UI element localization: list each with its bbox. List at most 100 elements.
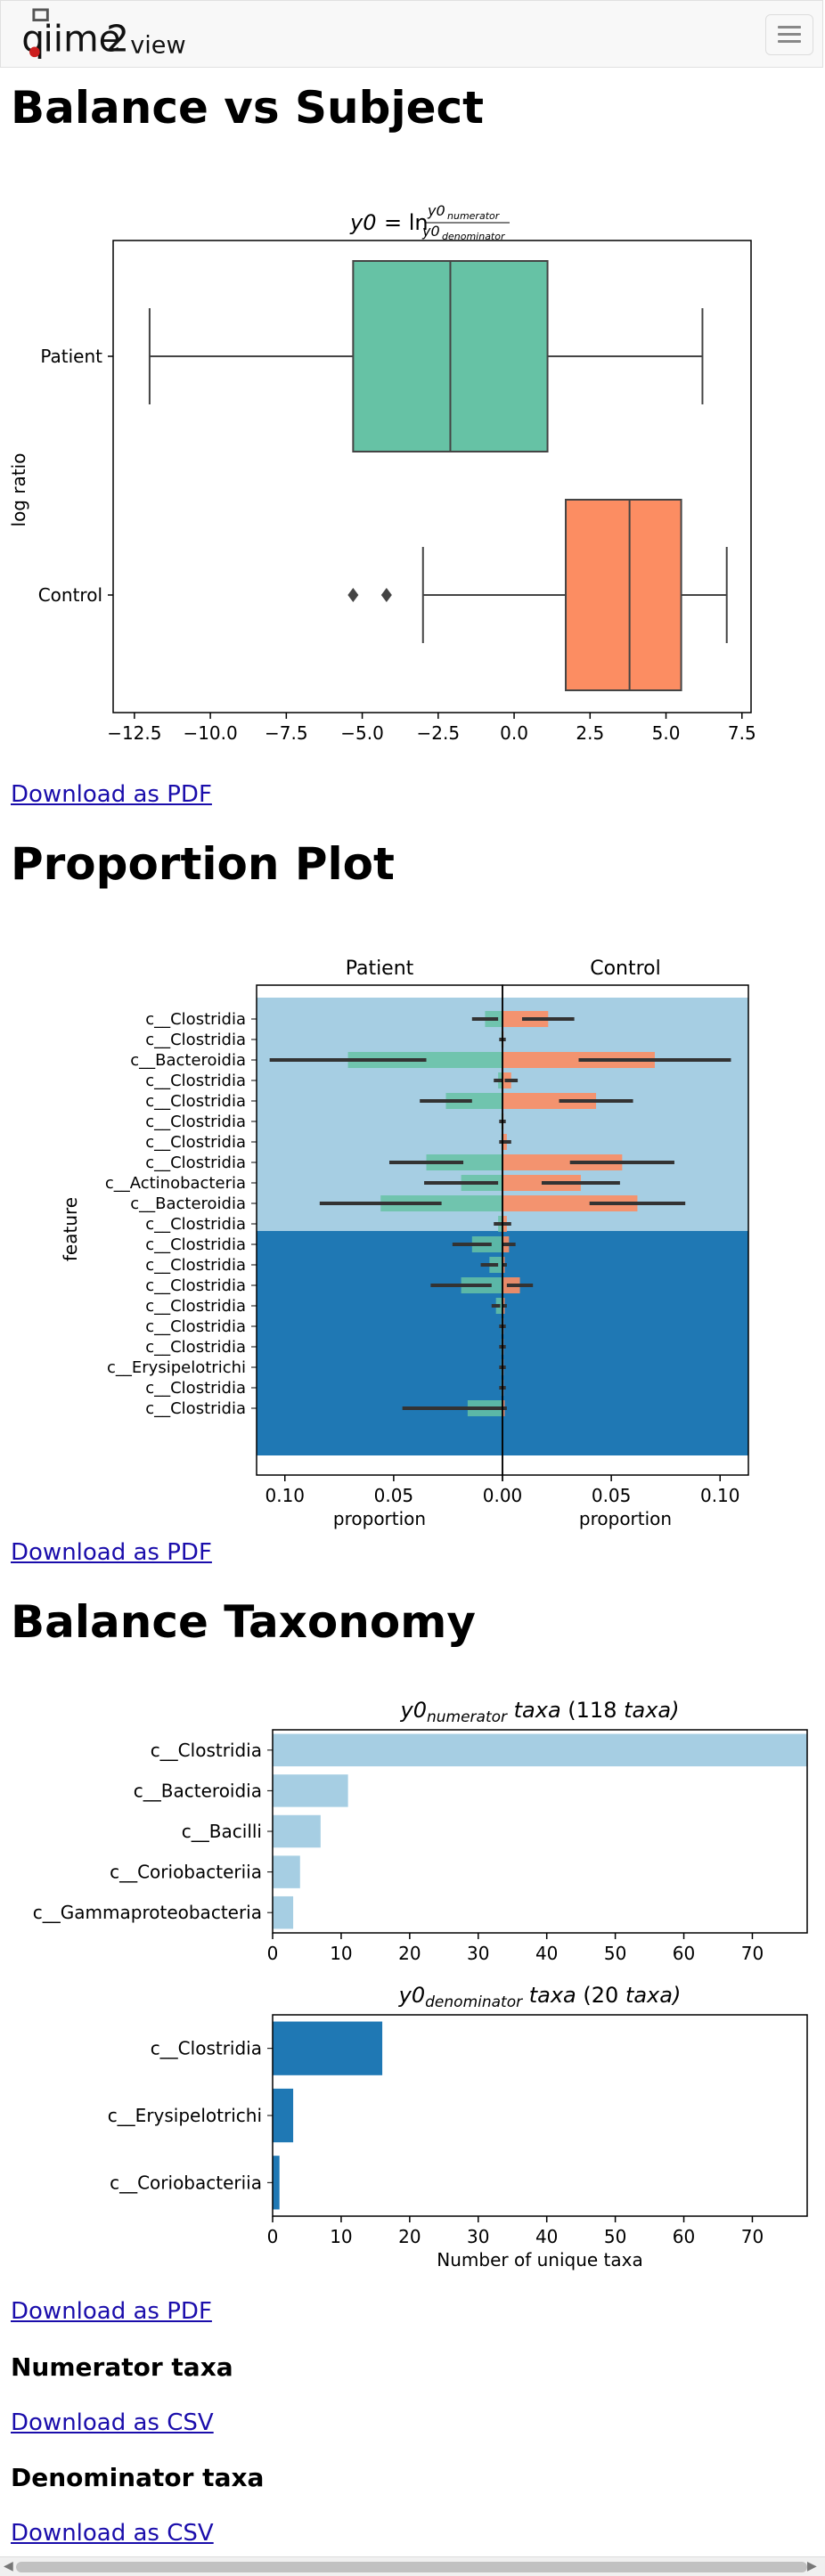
prop-bar-control <box>502 1154 623 1170</box>
prop-feature-label: c__Clostridia <box>145 1010 246 1029</box>
denominator-download-csv-link[interactable]: Download as CSV <box>11 2520 214 2547</box>
prop-bar-control <box>502 1052 655 1068</box>
box-xtick-label: −2.5 <box>417 722 461 744</box>
box-ylabel: log ratio <box>8 453 29 527</box>
tax-xlabel: Number of unique taxa <box>437 2249 642 2270</box>
tax-category-label: c__Clostridia <box>151 1740 262 1761</box>
scroll-right-icon[interactable]: ▶ <box>807 2559 817 2573</box>
prop-ylabel: feature <box>60 1197 81 1261</box>
box-ytick-label: Patient <box>40 346 102 367</box>
box-plot-frame <box>112 240 752 713</box>
tax-bar <box>273 1774 348 1807</box>
prop-bar-control <box>502 1195 638 1211</box>
scrollbar-thumb[interactable] <box>16 2562 807 2572</box>
proportion-download-pdf-link[interactable]: Download as PDF <box>11 1539 212 1566</box>
box-title-den-sub: denominator <box>442 231 506 242</box>
qiime2-logo[interactable]: q iime 2 view <box>17 8 204 61</box>
prop-xlabel-patient: proportion <box>333 1508 426 1529</box>
tax-frame-denominator <box>272 2014 808 2217</box>
prop-panel-title-patient: Patient <box>346 958 414 980</box>
box-xtick-label: −7.5 <box>265 722 308 744</box>
prop-panel-title-control: Control <box>590 958 661 980</box>
box-xtick-label: −10.0 <box>183 722 237 744</box>
box-xtick-label: 2.5 <box>576 722 604 744</box>
box-xtick-label: 7.5 <box>728 722 756 744</box>
prop-feature-label: c__Bacteroidia <box>130 1051 246 1070</box>
tax-xtick-label: 10 <box>330 1943 352 1964</box>
tax-bar <box>273 1855 300 1888</box>
tax-xtick-label: 30 <box>467 1943 489 1964</box>
proportion-section-title: Proportion Plot <box>11 838 395 890</box>
logo-iime: iime <box>44 17 121 60</box>
box-title-num-sub: numerator <box>447 210 501 222</box>
tax-xtick-label: 50 <box>604 2226 626 2247</box>
tax-bar <box>273 1895 294 1929</box>
taxonomy-download-pdf-link[interactable]: Download as PDF <box>11 2298 212 2325</box>
prop-feature-label: c__Clostridia <box>145 1379 246 1398</box>
tax-xtick-label: 70 <box>741 1943 764 1964</box>
tax-xtick-label: 60 <box>673 1943 695 1964</box>
prop-feature-label: c__Clostridia <box>145 1133 246 1152</box>
prop-bar-patient <box>445 1093 502 1109</box>
tax-xtick-label: 50 <box>604 1943 626 1964</box>
tax-category-label: c__Coriobacteriia <box>110 2172 262 2193</box>
menu-toggle-button[interactable] <box>765 14 813 55</box>
prop-xtick-label-control: 0.05 <box>592 1485 632 1506</box>
scroll-left-icon[interactable]: ◀ <box>4 2559 13 2573</box>
box-xtick-label: 0.0 <box>500 722 528 744</box>
prop-feature-label: c__Clostridia <box>145 1072 246 1090</box>
prop-feature-label: c__Clostridia <box>145 1092 246 1111</box>
box-outlier <box>347 588 359 602</box>
prop-feature-label: c__Clostridia <box>145 1317 246 1336</box>
prop-bar-control <box>502 1093 597 1109</box>
prop-feature-label: c__Bacteroidia <box>130 1194 246 1213</box>
prop-feature-label: c__Clostridia <box>145 1113 246 1131</box>
prop-xlabel-control: proportion <box>579 1508 672 1529</box>
tax-frame-numerator <box>272 1729 808 1934</box>
box-xtick-label: −5.0 <box>340 722 384 744</box>
prop-feature-label: c__Clostridia <box>145 1338 246 1357</box>
hamburger-icon-bar-2 <box>778 33 801 36</box>
navbar: q iime 2 view <box>0 0 823 68</box>
hamburger-icon-bar-1 <box>778 26 801 29</box>
box-xtick-label: −12.5 <box>107 722 161 744</box>
tax-category-label: c__Coriobacteriia <box>110 1862 262 1883</box>
proportion-plot-chart: Patient Controlc__Clostridiac__Clostridia… <box>60 958 749 1529</box>
prop-xtick-label-control: 0.10 <box>700 1485 740 1506</box>
prop-feature-label: c__Clostridia <box>145 1276 246 1295</box>
tax-bar <box>273 1733 807 1767</box>
box-title-num: y0 <box>427 202 445 219</box>
logo-red-dot <box>29 46 40 58</box>
prop-feature-label: c__Clostridia <box>145 1031 246 1049</box>
tax-xtick-label: 0 <box>267 1943 279 1964</box>
prop-feature-label: c__Clostridia <box>145 1297 246 1316</box>
box-iqr-control <box>565 499 682 691</box>
hamburger-icon-bar-3 <box>778 40 801 43</box>
numerator-taxa-heading: Numerator taxa <box>11 2352 233 2382</box>
tax-xtick-label: 40 <box>535 2226 558 2247</box>
horizontal-scrollbar[interactable]: ◀ ▶ <box>0 2556 825 2576</box>
tax-xtick-label: 70 <box>741 2226 764 2247</box>
logo-view: view <box>130 31 185 59</box>
prop-feature-label: c__Clostridia <box>145 1153 246 1172</box>
prop-bar-patient <box>426 1154 502 1170</box>
box-xtick-label: 5.0 <box>652 722 681 744</box>
balance-download-pdf-link[interactable]: Download as PDF <box>11 781 212 808</box>
box-title-eq: = ln <box>384 210 429 235</box>
prop-feature-label: c__Actinobacteria <box>105 1174 246 1193</box>
tax-xtick-label: 10 <box>330 2226 352 2247</box>
tax-xtick-label: 20 <box>398 1943 421 1964</box>
prop-xtick-label-patient: 0.10 <box>265 1485 305 1506</box>
tax-title-denominator: y0denominator taxa (20 taxa) <box>398 1983 682 2011</box>
denominator-taxa-heading: Denominator taxa <box>11 2463 265 2492</box>
tax-bar <box>273 1814 321 1848</box>
tax-title-numerator: y0numerator taxa (118 taxa) <box>399 1698 679 1726</box>
box-outlier <box>380 588 392 602</box>
tax-xtick-label: 40 <box>535 1943 558 1964</box>
balance-section-title: Balance vs Subject <box>11 82 485 134</box>
numerator-download-csv-link[interactable]: Download as CSV <box>11 2409 214 2436</box>
taxonomy-section-title: Balance Taxonomy <box>11 1596 476 1648</box>
tax-category-label: c__Gammaproteobacteria <box>33 1902 262 1923</box>
tax-xtick-label: 0 <box>267 2226 279 2247</box>
